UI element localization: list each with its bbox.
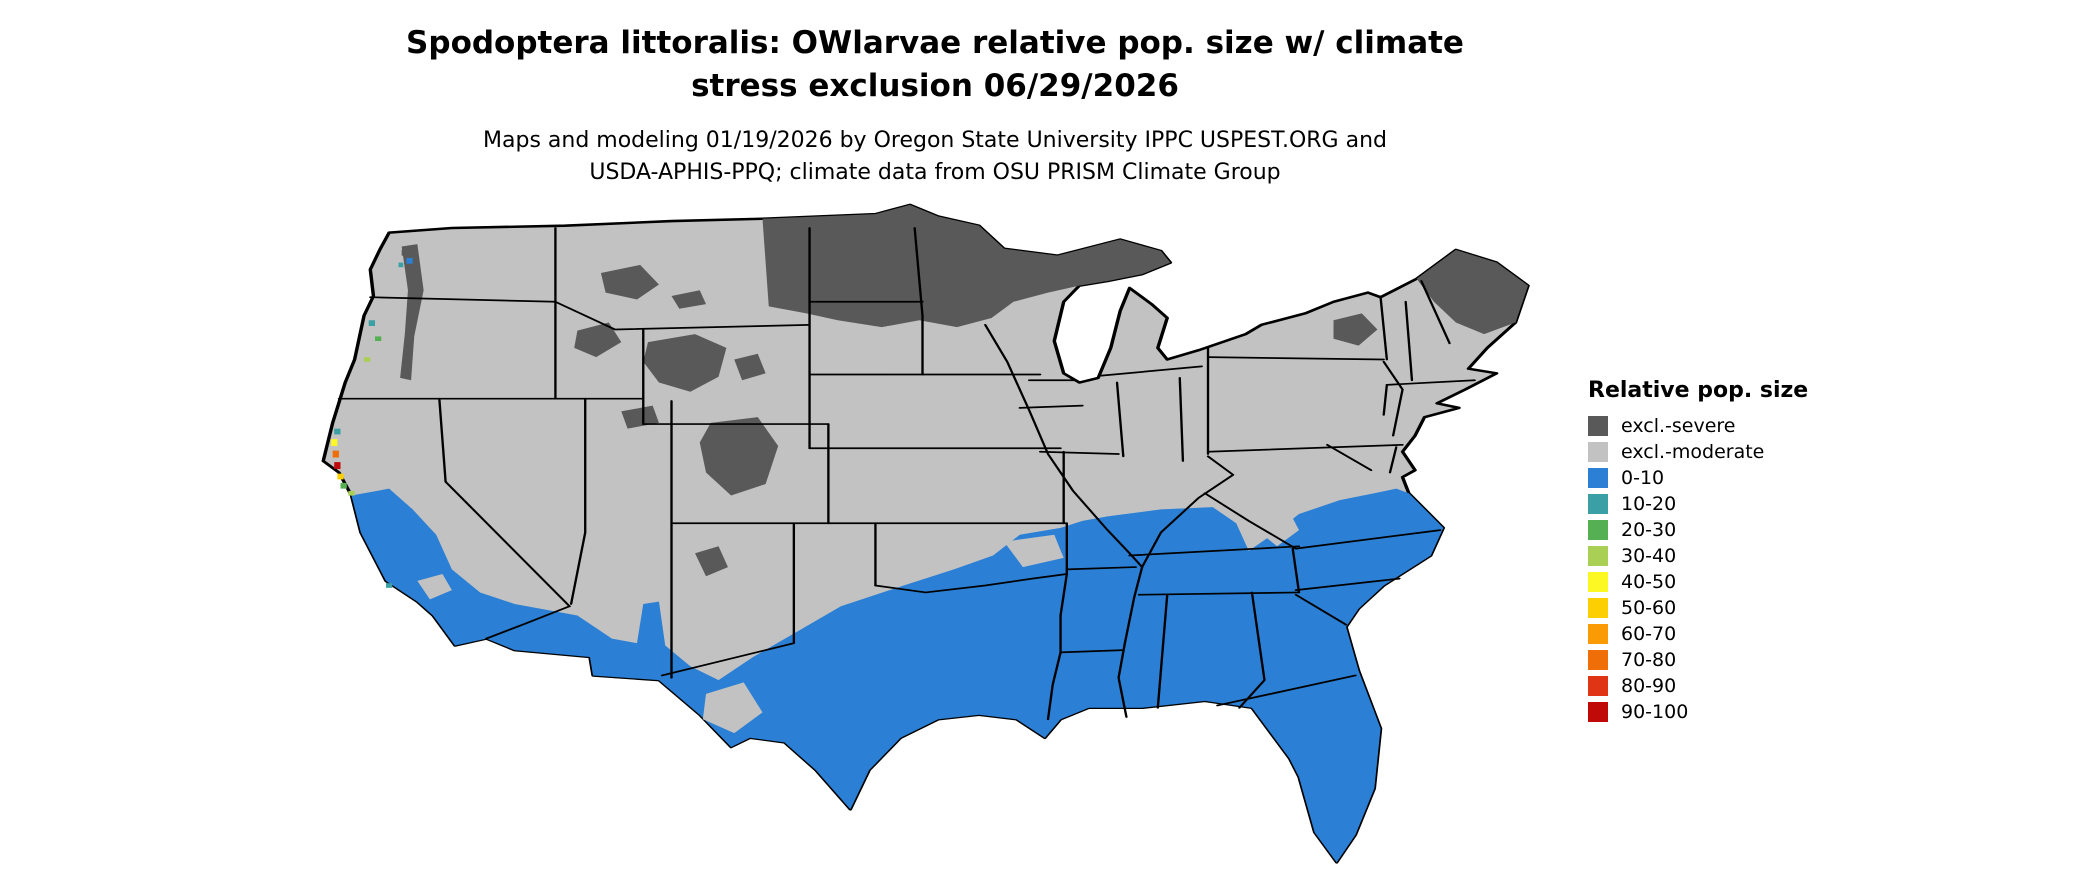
legend-swatch <box>1588 442 1608 462</box>
legend-item: 90-100 <box>1588 699 1808 725</box>
page-title: Spodoptera littoralis: OWlarvae relative… <box>0 22 1870 109</box>
severe-montana-blob <box>600 264 659 300</box>
legend-label: excl.-severe <box>1621 414 1736 437</box>
legend-item: 60-70 <box>1588 621 1808 647</box>
severe-new-mexico-blob <box>695 546 728 577</box>
subtitle-line-2: USDA-APHIS-PPQ; climate data from OSU PR… <box>589 159 1281 185</box>
legend-swatch <box>1588 676 1608 696</box>
legend-items: excl.-severe excl.-moderate 0-10 10-20 20-30… <box>1588 413 1808 725</box>
severe-montana-blob-2 <box>671 290 707 309</box>
legend-swatch <box>1588 650 1608 670</box>
legend-label: 80-90 <box>1621 674 1677 697</box>
legend-label: 90-100 <box>1621 700 1689 723</box>
legend-item: 0-10 <box>1588 465 1808 491</box>
legend-item: 80-90 <box>1588 673 1808 699</box>
legend-item: 20-30 <box>1588 517 1808 543</box>
legend-swatch <box>1588 494 1608 514</box>
legend-swatch <box>1588 598 1608 618</box>
legend-item: excl.-moderate <box>1588 439 1808 465</box>
moderate-bigbend-overlay <box>702 682 763 734</box>
legend-item: 10-20 <box>1588 491 1808 517</box>
moderate-ozark-overlay <box>1004 534 1064 568</box>
map-header: Spodoptera littoralis: OWlarvae relative… <box>0 22 1870 189</box>
legend-swatch <box>1588 546 1608 566</box>
title-line-2: stress exclusion 06/29/2026 <box>691 68 1179 105</box>
severe-adirondacks-blob <box>1333 313 1378 346</box>
state-borders <box>337 227 1476 721</box>
legend-label: excl.-moderate <box>1621 440 1765 463</box>
us-map-svg <box>321 203 1530 864</box>
legend: Relative pop. size excl.-severe excl.-mod… <box>1588 378 1808 725</box>
severe-idaho-blob <box>574 322 622 358</box>
legend-item: excl.-severe <box>1588 413 1808 439</box>
severe-yellowstone-blob <box>643 334 727 392</box>
legend-label: 60-70 <box>1621 622 1677 645</box>
severe-cascades-strip <box>400 244 424 381</box>
legend-label: 50-60 <box>1621 596 1677 619</box>
moderate-appalachian-overlay <box>1245 493 1299 547</box>
severe-bighorn-blob <box>734 353 766 381</box>
legend-label: 10-20 <box>1621 492 1677 515</box>
legend-swatch <box>1588 624 1608 644</box>
legend-swatch <box>1588 468 1608 488</box>
us-map <box>295 198 1550 890</box>
title-line-1: Spodoptera littoralis: OWlarvae relative… <box>406 25 1464 61</box>
subtitle-line-1: Maps and modeling 01/19/2026 by Oregon S… <box>483 127 1387 153</box>
legend-swatch <box>1588 702 1608 722</box>
moderate-socal-mountains-overlay <box>417 573 452 600</box>
legend-label: 0-10 <box>1621 466 1665 489</box>
severe-north-region <box>762 204 1171 328</box>
coastal-hotspot-specks <box>331 249 413 588</box>
legend-label: 30-40 <box>1621 544 1677 567</box>
legend-label: 40-50 <box>1621 570 1677 593</box>
legend-item: 40-50 <box>1588 569 1808 595</box>
legend-swatch <box>1588 572 1608 592</box>
legend-label: 20-30 <box>1621 518 1677 541</box>
legend-item: 50-60 <box>1588 595 1808 621</box>
legend-item: 30-40 <box>1588 543 1808 569</box>
legend-swatch <box>1588 416 1608 436</box>
legend-item: 70-80 <box>1588 647 1808 673</box>
legend-swatch <box>1588 520 1608 540</box>
severe-colorado-rockies-blob <box>699 417 779 496</box>
severe-uinta-blob <box>621 405 659 429</box>
legend-title: Relative pop. size <box>1588 378 1809 403</box>
page-subtitle: Maps and modeling 01/19/2026 by Oregon S… <box>0 125 1870 189</box>
legend-label: 70-80 <box>1621 648 1677 671</box>
severe-maine-region <box>1416 249 1529 335</box>
blue-south-region <box>351 488 1444 863</box>
